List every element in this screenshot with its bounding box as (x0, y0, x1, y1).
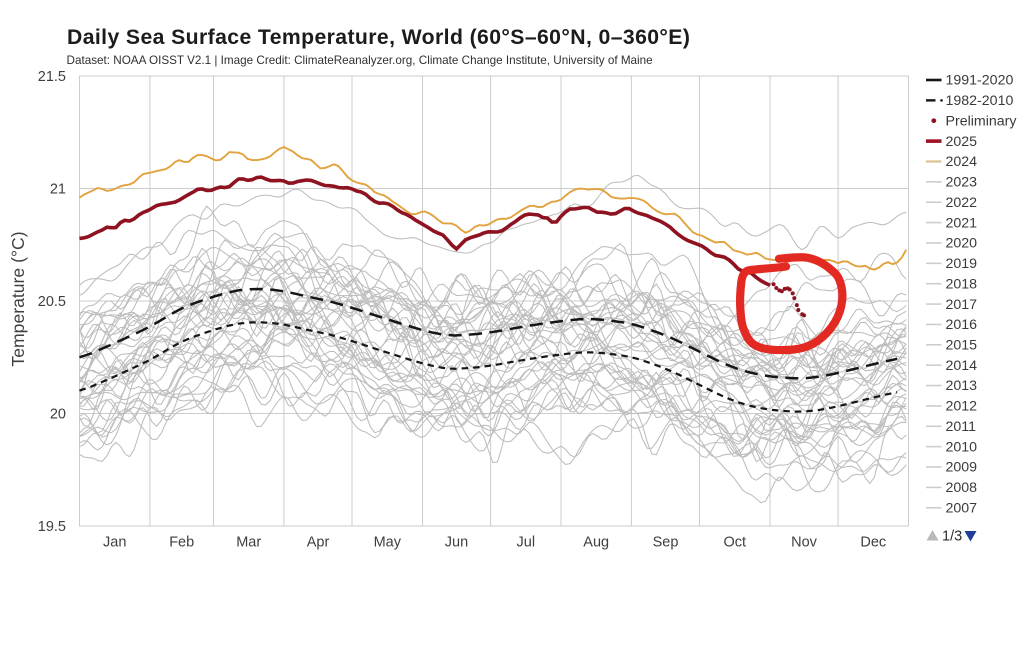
svg-text:Preliminary: Preliminary (946, 113, 1018, 129)
svg-text:2015: 2015 (946, 338, 978, 354)
svg-text:Feb: Feb (169, 535, 194, 551)
svg-text:2016: 2016 (946, 317, 978, 333)
svg-text:19.5: 19.5 (38, 519, 66, 535)
svg-text:Dec: Dec (860, 535, 886, 551)
svg-text:Dataset: NOAA OISST V2.1 | Ima: Dataset: NOAA OISST V2.1 | Image Credit:… (67, 54, 653, 67)
svg-text:2011: 2011 (946, 419, 977, 435)
svg-text:Temperature (°C): Temperature (°C) (8, 231, 28, 366)
svg-text:21.5: 21.5 (38, 69, 66, 85)
svg-text:1982-2010: 1982-2010 (946, 93, 1014, 109)
svg-text:2012: 2012 (946, 399, 978, 415)
svg-text:Sep: Sep (653, 535, 679, 551)
svg-text:2019: 2019 (946, 256, 978, 272)
svg-text:Daily Sea Surface Temperature,: Daily Sea Surface Temperature, World (60… (67, 26, 690, 49)
svg-text:Oct: Oct (724, 535, 747, 551)
svg-text:2017: 2017 (946, 297, 978, 313)
svg-text:2014: 2014 (946, 358, 978, 374)
svg-text:21: 21 (50, 182, 66, 198)
svg-text:2008: 2008 (946, 480, 978, 496)
svg-text:Jun: Jun (445, 535, 468, 551)
svg-text:Jul: Jul (517, 535, 536, 551)
svg-text:20: 20 (50, 407, 66, 423)
svg-text:May: May (374, 535, 402, 551)
svg-text:2021: 2021 (946, 215, 978, 231)
svg-text:Mar: Mar (236, 535, 261, 551)
svg-text:2010: 2010 (946, 439, 978, 455)
svg-text:Nov: Nov (791, 535, 818, 551)
svg-text:2007: 2007 (946, 501, 978, 517)
svg-text:2018: 2018 (946, 276, 978, 292)
svg-text:2024: 2024 (946, 154, 978, 170)
svg-text:2013: 2013 (946, 378, 978, 394)
svg-text:2023: 2023 (946, 175, 978, 191)
svg-text:1991-2020: 1991-2020 (946, 73, 1014, 89)
svg-text:Apr: Apr (307, 535, 330, 551)
svg-text:2009: 2009 (946, 460, 978, 476)
svg-text:1/3: 1/3 (942, 529, 962, 545)
svg-text:2020: 2020 (946, 236, 978, 252)
svg-text:2025: 2025 (946, 134, 978, 150)
svg-text:2022: 2022 (946, 195, 978, 211)
svg-text:Jan: Jan (103, 535, 126, 551)
svg-text:Aug: Aug (583, 535, 609, 551)
svg-text:20.5: 20.5 (38, 294, 66, 310)
